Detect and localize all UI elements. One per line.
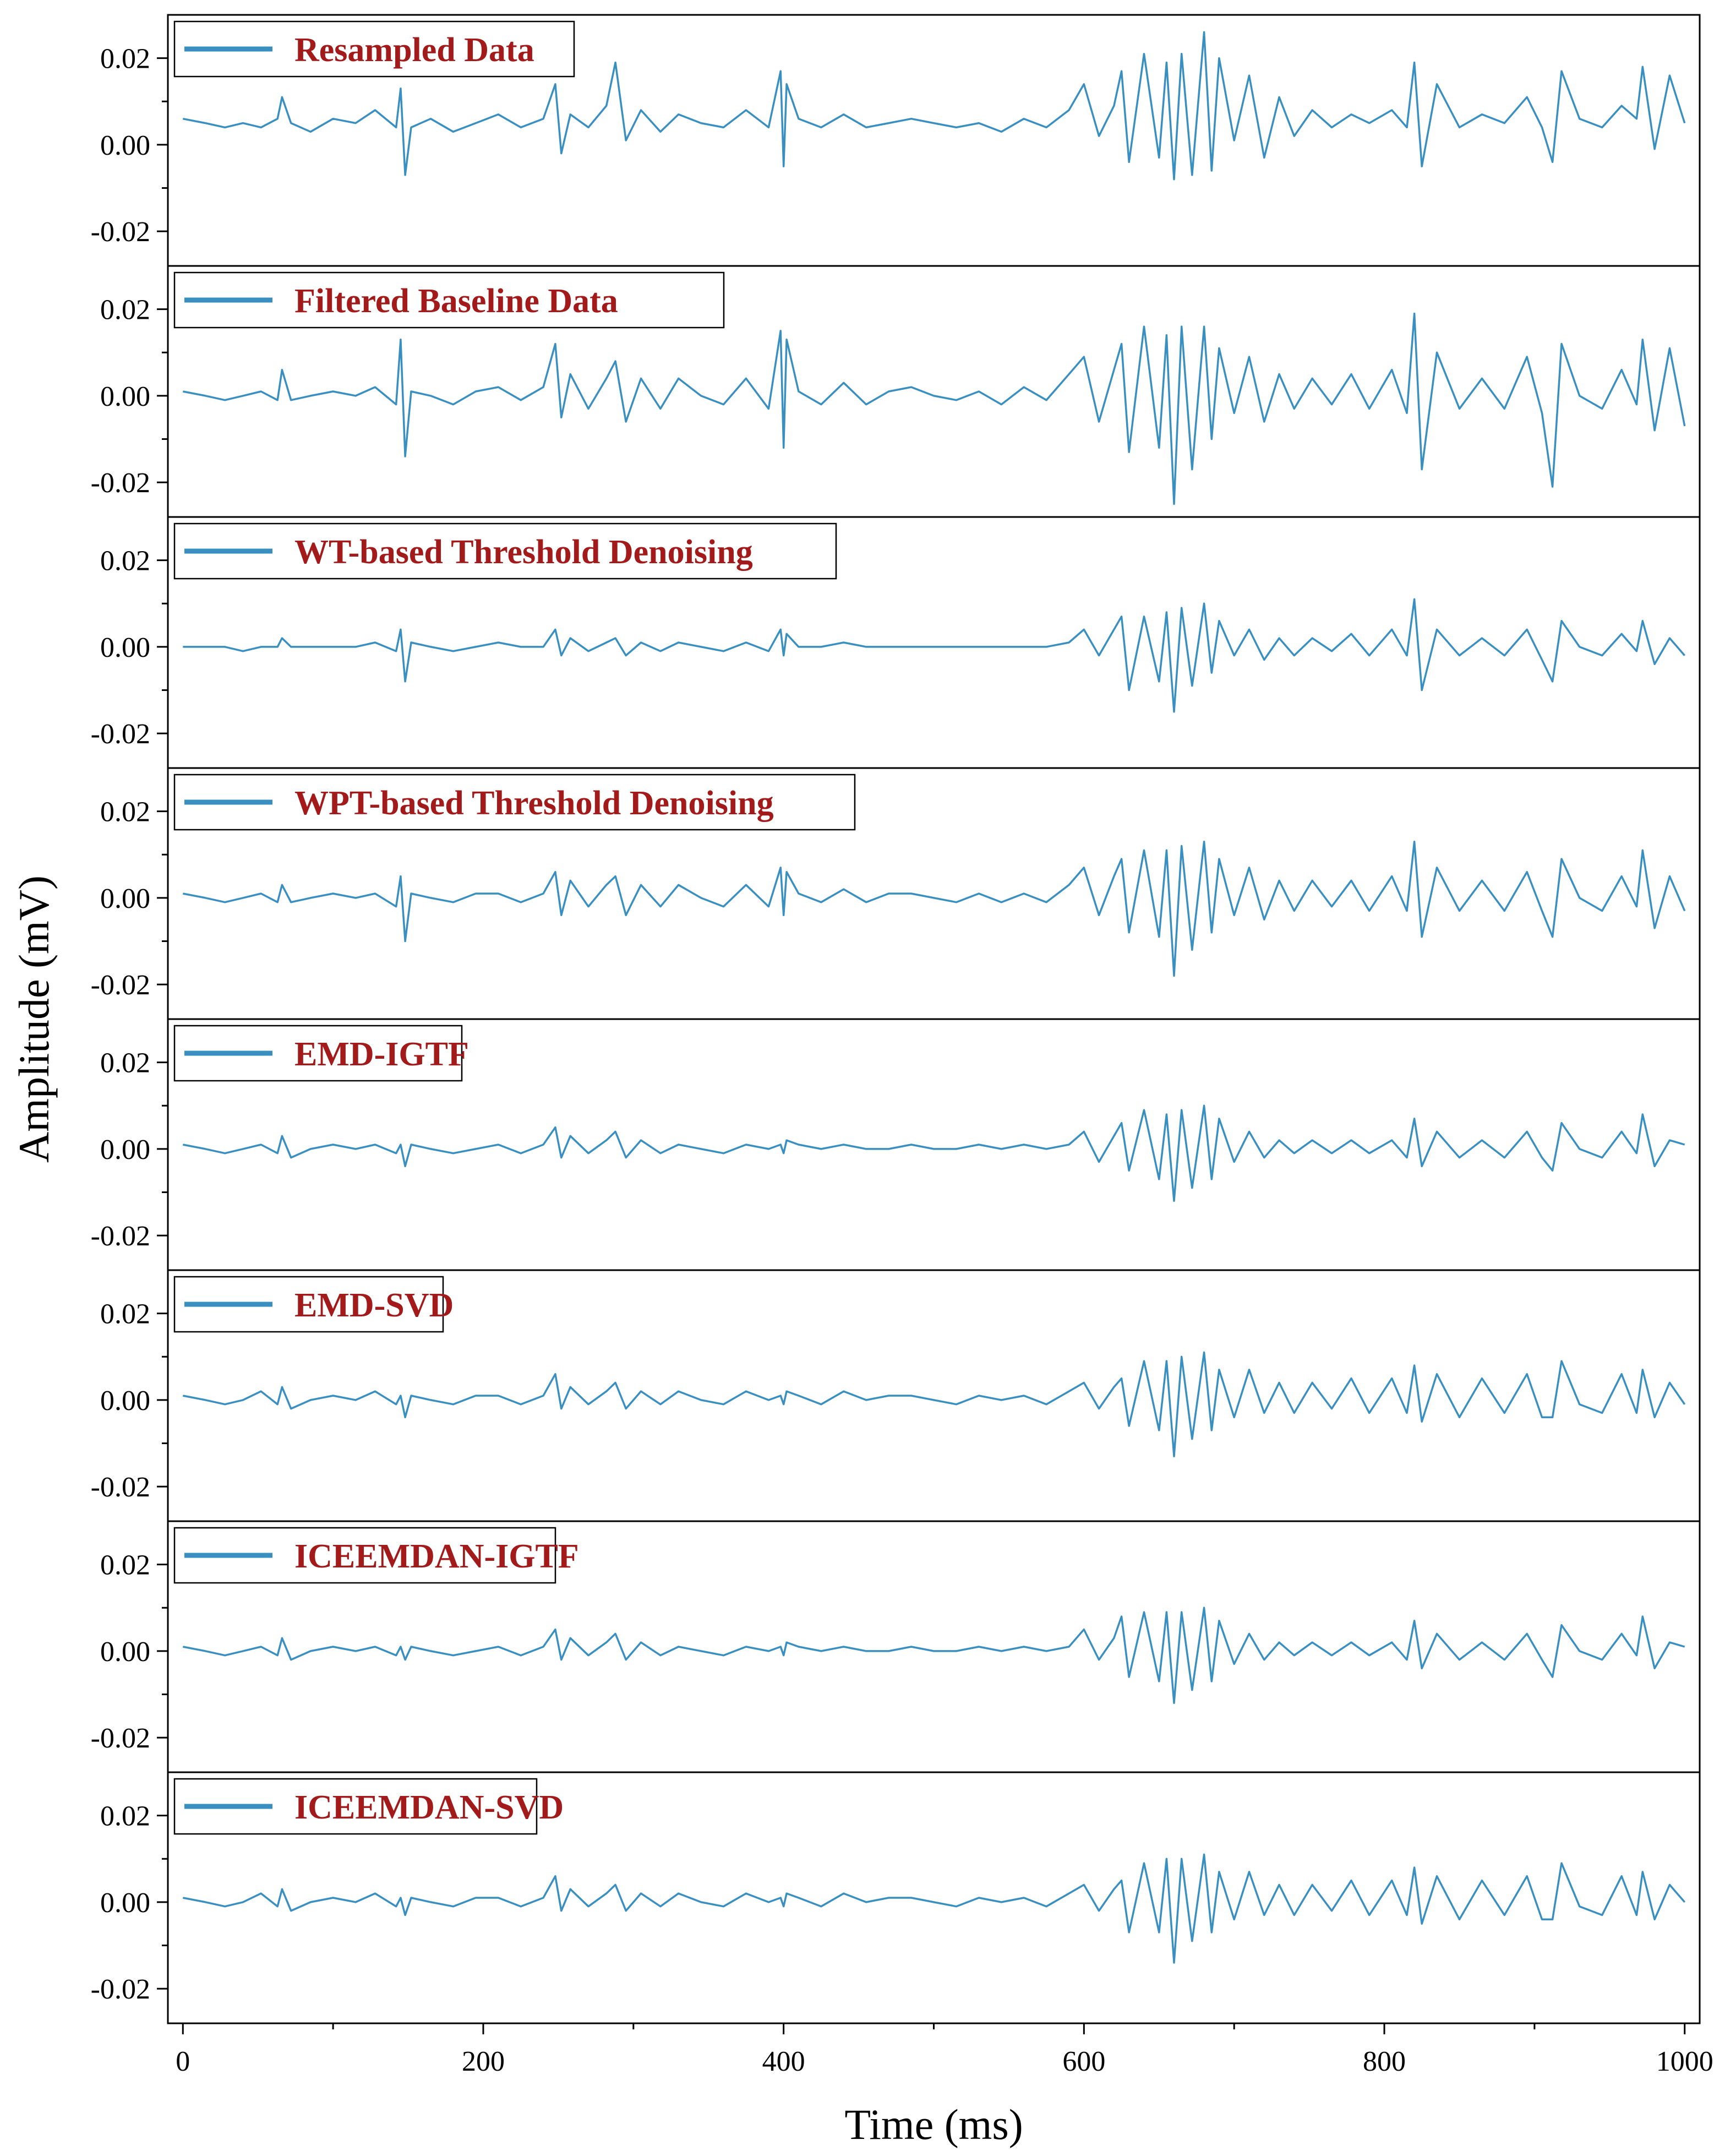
y-tick-label-5-2: 0.00 <box>100 1134 150 1166</box>
x-tick-label-6: 1000 <box>1656 2046 1713 2077</box>
y-tick-label-8-1: 0.02 <box>100 1801 150 1832</box>
y-tick-label-7-3: -0.02 <box>91 1723 150 1754</box>
y-tick-label-4-2: 0.00 <box>100 883 150 914</box>
legend-label-7: ICEEMDAN-IGTF <box>294 1538 579 1575</box>
series-line-1 <box>182 31 1686 181</box>
y-tick-label-1-3: -0.02 <box>91 216 150 248</box>
x-tick-label-1: 0 <box>176 2046 190 2077</box>
y-tick-label-6-2: 0.00 <box>100 1385 150 1417</box>
series-line-3 <box>183 598 1686 713</box>
y-tick-label-8-3: -0.02 <box>91 1974 150 2005</box>
y-tick-label-6-1: 0.02 <box>100 1299 150 1330</box>
y-tick-label-7-1: 0.02 <box>100 1550 150 1581</box>
series-line-5 <box>182 1104 1685 1202</box>
series-line-8 <box>182 1853 1686 1964</box>
y-tick-label-2-3: -0.02 <box>91 467 150 499</box>
legend-label-6: EMD-SVD <box>294 1287 454 1324</box>
series-line-4 <box>182 840 1686 977</box>
legend-label-1: Resampled Data <box>294 31 534 69</box>
y-tick-label-2-1: 0.02 <box>100 295 150 326</box>
y-tick-label-4-3: -0.02 <box>91 970 150 1001</box>
y-tick-label-2-2: 0.00 <box>100 381 150 412</box>
y-tick-label-6-3: -0.02 <box>91 1472 150 1503</box>
y-tick-label-3-1: 0.02 <box>100 546 150 577</box>
series-line-6 <box>182 1351 1686 1457</box>
legend-label-3: WT-based Threshold Denoising <box>294 533 753 571</box>
legend-box-4 <box>173 774 856 831</box>
legend-label-5: EMD-IGTF <box>294 1036 469 1073</box>
y-tick-label-5-1: 0.02 <box>100 1048 150 1079</box>
y-tick-label-5-3: -0.02 <box>91 1221 150 1252</box>
x-tick-label-3: 400 <box>762 2046 805 2077</box>
y-tick-label-3-3: -0.02 <box>91 718 150 750</box>
y-tick-label-3-2: 0.00 <box>100 632 150 663</box>
legend-box-3 <box>173 522 837 580</box>
legend-label-4: WPT-based Threshold Denoising <box>294 785 774 822</box>
y-tick-label-4-1: 0.02 <box>100 797 150 828</box>
y-tick-label-1-1: 0.02 <box>100 43 150 75</box>
x-tick-label-4: 600 <box>1062 2046 1105 2077</box>
y-axis-title: Amplitude (mV) <box>10 875 58 1163</box>
legend-label-2: Filtered Baseline Data <box>294 282 618 320</box>
legend-label-8: ICEEMDAN-SVD <box>294 1789 564 1826</box>
x-tick-label-2: 200 <box>462 2046 505 2077</box>
series-line-7 <box>182 1607 1685 1704</box>
x-axis-title: Time (ms) <box>844 2100 1023 2148</box>
x-tick-label-5: 800 <box>1363 2046 1406 2077</box>
series-line-2 <box>182 312 1686 505</box>
y-tick-label-1-2: 0.00 <box>100 130 150 161</box>
y-tick-label-7-2: 0.00 <box>100 1636 150 1668</box>
y-tick-label-8-2: 0.00 <box>100 1887 150 1919</box>
